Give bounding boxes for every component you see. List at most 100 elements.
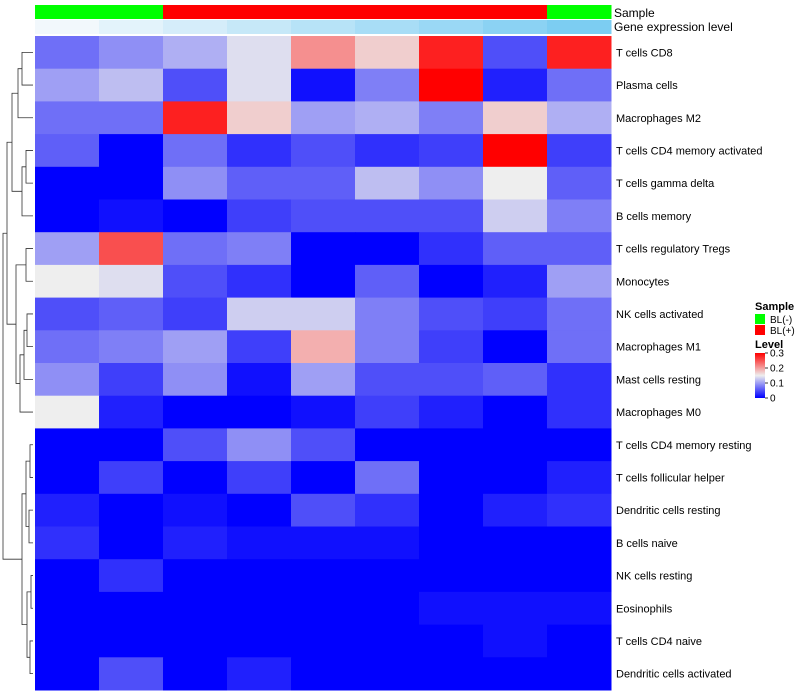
heatmap-cell: [419, 68, 484, 102]
heatmap-cell: [35, 493, 100, 527]
heatmap-cell: [291, 395, 356, 429]
heatmap-cell: [227, 232, 292, 266]
dendrogram-branch: [28, 509, 33, 544]
heatmap-cell: [35, 297, 100, 331]
heatmap-cell: [547, 101, 612, 135]
heatmap-cell: [35, 330, 100, 364]
heatmap-cell: [227, 363, 292, 397]
heatmap-cell: [419, 624, 484, 658]
heatmap-cell: [483, 232, 548, 266]
heatmap-cell: [419, 657, 484, 691]
heatmap-cell: [227, 330, 292, 364]
heatmap-cell: [99, 657, 164, 691]
heatmap-cell: [483, 461, 548, 495]
heatmap-cell: [419, 428, 484, 462]
heatmap-cell: [291, 232, 356, 266]
heatmap-cell: [35, 36, 100, 70]
row-label: T cells regulatory Tregs: [616, 244, 731, 256]
heatmap-cell: [419, 461, 484, 495]
sample-annotation-cell: [419, 5, 484, 19]
heatmap-cell: [99, 493, 164, 527]
heatmap-cell: [227, 264, 292, 299]
row-label: T cells CD4 memory resting: [616, 440, 752, 452]
heatmap-cell: [163, 624, 228, 658]
heatmap-cell: [483, 166, 548, 200]
heatmap-cell: [35, 591, 100, 626]
heatmap-cell: [163, 526, 228, 560]
legend-level-tick-label: 0.2: [770, 364, 784, 375]
heatmap-cell: [355, 559, 420, 593]
heatmap-cell: [291, 199, 356, 233]
heatmap-cell: [291, 559, 356, 593]
sample-annotation-cell: [547, 5, 612, 19]
heatmap-cell: [547, 363, 612, 397]
heatmap-cell: [547, 297, 612, 331]
heatmap-cell: [35, 395, 100, 429]
heatmap-cell: [163, 297, 228, 331]
heatmap-cell: [483, 526, 548, 560]
dendrogram-branch: [29, 444, 33, 478]
sample-annotation-cell: [35, 5, 100, 19]
heatmap-cell: [419, 363, 484, 397]
heatmap-cell: [163, 199, 228, 233]
heatmap-cell: [35, 199, 100, 233]
heatmap-cell: [163, 591, 228, 626]
heatmap-cell: [547, 36, 612, 70]
heatmap-cell: [547, 624, 612, 658]
heatmap-cell: [227, 461, 292, 495]
heatmap-cell: [419, 232, 484, 266]
heatmap-cell: [419, 330, 484, 364]
heatmap-cell: [483, 134, 548, 168]
heatmap-cell: [355, 526, 420, 560]
heatmap-cell: [35, 363, 100, 397]
dendrogram-branch: [23, 329, 33, 380]
heatmap-cell: [163, 101, 228, 135]
heatmap-cell: [547, 264, 612, 299]
expression-annotation-cell: [547, 20, 612, 34]
heatmap-cell: [35, 428, 100, 462]
heatmap-cell: [227, 166, 292, 200]
legend-label-bl-pos: BL(+): [770, 326, 795, 337]
dendrogram-branch: [19, 354, 33, 413]
heatmap-cell: [99, 395, 164, 429]
row-label: T cells follicular helper: [616, 472, 725, 484]
legend-swatch-bl-neg: [755, 314, 765, 324]
expression-annotation-cell: [419, 20, 484, 34]
row-dendrogram: [2, 51, 33, 675]
heatmap-cell: [547, 232, 612, 266]
heatmap-cell: [99, 232, 164, 266]
heatmap-cell: [35, 264, 100, 299]
row-label: Macrophages M2: [616, 113, 701, 125]
row-label: Macrophages M1: [616, 342, 701, 354]
row-label: B cells memory: [616, 211, 692, 223]
heatmap-cell: [163, 68, 228, 102]
row-label: Eosinophils: [616, 603, 673, 615]
heatmap-cell: [99, 363, 164, 397]
heatmap-cell: [99, 264, 164, 299]
heatmap-cell: [227, 493, 292, 527]
heatmap-cell: [163, 264, 228, 299]
heatmap-cell: [35, 624, 100, 658]
heatmap-cell: [99, 461, 164, 495]
heatmap-cell: [547, 330, 612, 364]
heatmap-cell: [355, 591, 420, 626]
row-label: T cells CD4 naive: [616, 636, 702, 648]
row-label: Dendritic cells activated: [616, 669, 732, 681]
heatmap-cell: [99, 526, 164, 560]
legend-sample-title: Sample: [755, 301, 794, 313]
legend-level-colorbar: [755, 353, 765, 398]
heatmap-cell: [227, 624, 292, 658]
heatmap-cells: [35, 36, 612, 691]
heatmap-cell: [419, 199, 484, 233]
row-label: NK cells resting: [616, 571, 692, 583]
heatmap-cell: [547, 395, 612, 429]
heatmap-cell: [163, 395, 228, 429]
heatmap-cell: [355, 134, 420, 168]
heatmap-cell: [227, 68, 292, 102]
expression-annotation-cell: [227, 20, 292, 34]
row-label: T cells CD4 memory activated: [616, 145, 763, 157]
heatmap-cell: [547, 559, 612, 593]
heatmap-cell: [291, 297, 356, 331]
legend-level-tick-label: 0: [770, 394, 776, 405]
